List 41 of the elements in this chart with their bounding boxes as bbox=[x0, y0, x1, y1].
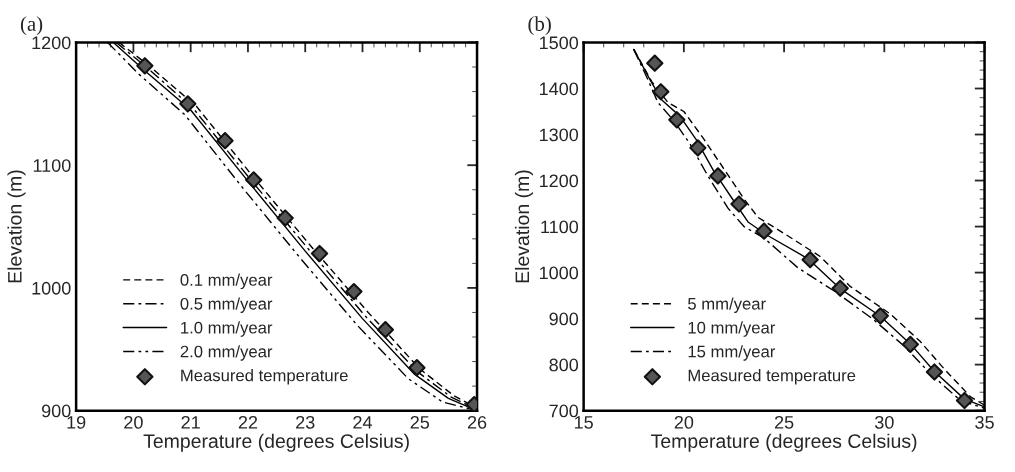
legend-label: 0.1 mm/year bbox=[180, 273, 273, 290]
x-tick-label: 30 bbox=[874, 415, 894, 429]
y-tick-label: 1000 bbox=[539, 266, 579, 280]
legend-label: 2.0 mm/year bbox=[180, 345, 273, 361]
y-tick-label: 1200 bbox=[539, 174, 579, 188]
x-axis-title: Temperature (degrees Celsius) bbox=[143, 433, 409, 452]
legend-label: 1.0 mm/year bbox=[181, 321, 273, 337]
y-tick-label: 1500 bbox=[539, 36, 579, 50]
y-tick-label: 1100 bbox=[33, 159, 71, 172]
chart-title: (b) bbox=[528, 16, 551, 36]
x-tick-label: 25 bbox=[410, 415, 430, 429]
y-tick-label: 700 bbox=[549, 404, 579, 418]
y-axis-title: Elevation (m) bbox=[7, 170, 26, 283]
chart-title: (a) bbox=[20, 16, 43, 36]
legend-label: 15 mm/year bbox=[688, 345, 776, 361]
x-tick-label: 15 bbox=[574, 416, 593, 429]
legend-label: 10 mm/year bbox=[688, 321, 776, 337]
y-tick-label: 1300 bbox=[539, 128, 579, 142]
y-axis-title: Elevation (m) bbox=[514, 170, 534, 283]
x-tick-label: 24 bbox=[353, 415, 373, 429]
x-axis-title: Temperature (degrees Celsius) bbox=[651, 433, 917, 452]
legend-label: 5 mm/year bbox=[688, 297, 766, 313]
x-tick-label: 20 bbox=[674, 415, 694, 429]
y-tick-label: 1000 bbox=[32, 281, 71, 295]
x-tick-label: 19 bbox=[67, 415, 86, 429]
x-tick-label: 26 bbox=[467, 415, 487, 429]
y-tick-label: 1100 bbox=[541, 220, 579, 234]
legend-label: 0.5 mm/year bbox=[180, 297, 273, 313]
x-tick-label: 35 bbox=[975, 415, 994, 429]
y-tick-label: 900 bbox=[549, 312, 579, 326]
legend-label: Measured temperature bbox=[181, 369, 348, 385]
x-tick-label: 25 bbox=[774, 415, 794, 429]
x-tick-label: 23 bbox=[296, 415, 315, 429]
legend-label: Measured temperature bbox=[688, 369, 856, 385]
y-tick-label: 800 bbox=[549, 358, 579, 372]
x-tick-label: 22 bbox=[238, 415, 258, 429]
y-tick-label: 900 bbox=[41, 404, 71, 418]
x-tick-label: 21 bbox=[181, 415, 200, 429]
x-tick-label: 20 bbox=[124, 415, 143, 429]
y-tick-label: 1400 bbox=[539, 82, 579, 96]
y-tick-label: 1200 bbox=[32, 36, 71, 50]
